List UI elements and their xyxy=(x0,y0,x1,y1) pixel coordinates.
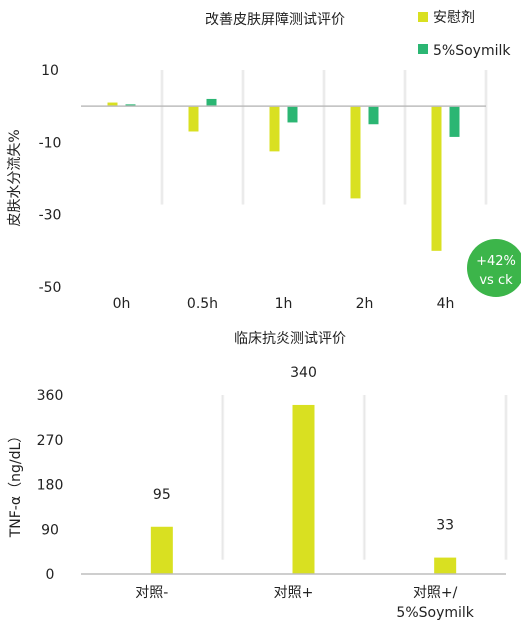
x-tick-label: 0.5h xyxy=(187,296,218,312)
chart1-x-ticks: 0h 0.5h 1h 2h 4h xyxy=(113,296,455,312)
chart1-ylabel: 皮肤水分流失% xyxy=(7,129,23,226)
chart1-legend: 安慰剂 5%Soymilk xyxy=(418,9,511,59)
legend-swatch-soymilk xyxy=(418,44,428,54)
legend-swatch-placebo xyxy=(418,12,428,22)
y-tick-label: 360 xyxy=(37,388,64,404)
y-tick-label: 180 xyxy=(37,478,64,494)
x-tick-label: 5%Soymilk xyxy=(396,605,474,621)
data-label: 340 xyxy=(290,365,317,381)
x-tick-label: 0h xyxy=(113,296,131,312)
chart1-y-ticks: 10 -10 -30 -50 xyxy=(39,63,62,296)
legend-label-placebo: 安慰剂 xyxy=(433,9,475,26)
x-tick-label: 对照+/ xyxy=(413,585,458,601)
column-separator xyxy=(484,70,488,205)
x-tick-label: 对照+ xyxy=(274,585,314,601)
y-tick-label: 270 xyxy=(37,433,64,449)
column-separator xyxy=(322,70,326,205)
chart2-title: 临床抗炎测试评价 xyxy=(234,331,346,347)
bar-soymilk xyxy=(449,106,460,137)
chart2-data-labels: 95 340 33 xyxy=(153,365,454,534)
data-label: 95 xyxy=(153,487,171,503)
x-tick-label: 4h xyxy=(437,296,455,312)
badge-circle xyxy=(467,239,521,297)
badge-line2: vs ck xyxy=(479,273,513,288)
data-label: 33 xyxy=(436,518,454,534)
bar-placebo xyxy=(107,102,118,107)
y-tick-label: -50 xyxy=(39,280,62,296)
bar-soymilk xyxy=(206,98,217,107)
legend-label-soymilk: 5%Soymilk xyxy=(433,43,511,59)
y-tick-label: 10 xyxy=(41,63,59,79)
column-separator xyxy=(241,70,245,205)
bar-placebo xyxy=(269,106,280,152)
bar-tnf xyxy=(434,557,457,574)
column-separator xyxy=(504,395,508,560)
y-tick-label: -10 xyxy=(39,135,62,151)
chart2-column-separators xyxy=(220,395,508,560)
chart2-y-ticks: 0 90 180 270 360 xyxy=(37,388,64,583)
bar-soymilk xyxy=(287,106,298,123)
bar-soymilk xyxy=(368,106,379,125)
chart2: 临床抗炎测试评价 TNF-α（ng/dL） 0 90 180 270 360 95 340… xyxy=(8,331,508,621)
bar-placebo xyxy=(431,106,442,251)
chart1-column-separators xyxy=(160,70,488,205)
improvement-badge: +42% vs ck xyxy=(467,239,521,297)
y-tick-label: -30 xyxy=(39,208,62,224)
chart1-bars xyxy=(107,98,460,251)
bar-placebo xyxy=(188,106,199,132)
column-separator xyxy=(160,70,164,205)
chart2-bars xyxy=(150,404,457,574)
bar-soymilk xyxy=(125,104,136,107)
x-tick-label: 对照- xyxy=(135,585,168,601)
y-tick-label: 0 xyxy=(46,567,55,583)
chart2-ylabel: TNF-α（ng/dL） xyxy=(8,429,24,539)
x-tick-label: 2h xyxy=(356,296,374,312)
x-tick-label: 1h xyxy=(275,296,293,312)
column-separator xyxy=(362,395,367,560)
chart1: 改善皮肤屏障测试评价 皮肤水分流失% 10 -10 -30 -50 0h 0.5h 1h 2… xyxy=(7,9,521,312)
column-separator xyxy=(220,395,225,560)
chart2-x-ticks: 对照- 对照+ 对照+/ 5%Soymilk xyxy=(135,585,474,621)
column-separator xyxy=(403,70,407,205)
bar-tnf xyxy=(150,526,173,574)
y-tick-label: 90 xyxy=(41,522,59,538)
bar-placebo xyxy=(350,106,361,199)
chart1-title: 改善皮肤屏障测试评价 xyxy=(205,12,345,28)
bar-tnf xyxy=(292,404,315,574)
badge-line1: +42% xyxy=(476,254,516,269)
